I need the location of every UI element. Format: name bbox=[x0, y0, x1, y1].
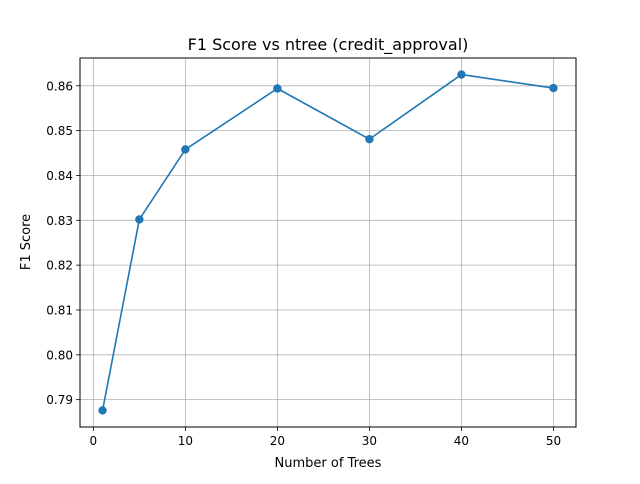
y-tick-label: 0.82 bbox=[46, 259, 73, 273]
y-tick-label: 0.80 bbox=[46, 348, 73, 362]
y-tick-label: 0.86 bbox=[46, 79, 73, 93]
y-tick-label: 0.84 bbox=[46, 169, 73, 183]
data-point-marker bbox=[273, 84, 282, 93]
y-axis-ticks: 0.79 0.80 0.81 0.82 0.83 0.84 0.85 0.86 bbox=[46, 79, 80, 407]
y-tick-label: 0.85 bbox=[46, 124, 73, 138]
data-point-marker bbox=[135, 215, 144, 224]
x-tick-label: 0 bbox=[90, 434, 98, 448]
data-point-marker bbox=[457, 70, 466, 79]
x-tick-label: 40 bbox=[454, 434, 469, 448]
x-tick-label: 20 bbox=[270, 434, 285, 448]
data-point-marker bbox=[365, 134, 374, 144]
y-axis-label: F1 Score bbox=[19, 214, 34, 270]
chart-title: F1 Score vs ntree (credit_approval) bbox=[188, 35, 469, 55]
x-axis-label: Number of Trees bbox=[275, 456, 382, 471]
data-point-marker bbox=[98, 406, 107, 415]
x-tick-label: 30 bbox=[362, 434, 377, 448]
plot-area-frame bbox=[79, 57, 577, 428]
y-tick-label: 0.81 bbox=[46, 303, 73, 317]
series-layer bbox=[98, 70, 558, 415]
x-axis-ticks: 0 10 20 30 40 50 bbox=[90, 427, 561, 448]
x-tick-label: 10 bbox=[178, 434, 193, 448]
x-tick-label: 50 bbox=[546, 434, 561, 448]
y-tick-label: 0.79 bbox=[46, 393, 73, 407]
grid-lines bbox=[80, 58, 576, 427]
y-tick-label: 0.83 bbox=[46, 214, 73, 228]
data-point-marker bbox=[181, 145, 190, 154]
data-point-marker bbox=[549, 83, 558, 93]
